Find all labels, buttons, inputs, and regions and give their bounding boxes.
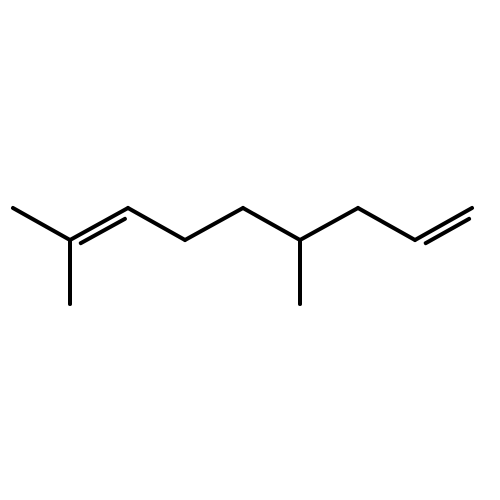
bond-line bbox=[300, 208, 358, 240]
bond-line bbox=[185, 208, 243, 240]
molecule-diagram bbox=[0, 0, 500, 500]
bond-line bbox=[13, 208, 70, 240]
bond-line bbox=[243, 208, 300, 240]
bond-line bbox=[358, 208, 415, 240]
bond-line bbox=[128, 208, 185, 240]
